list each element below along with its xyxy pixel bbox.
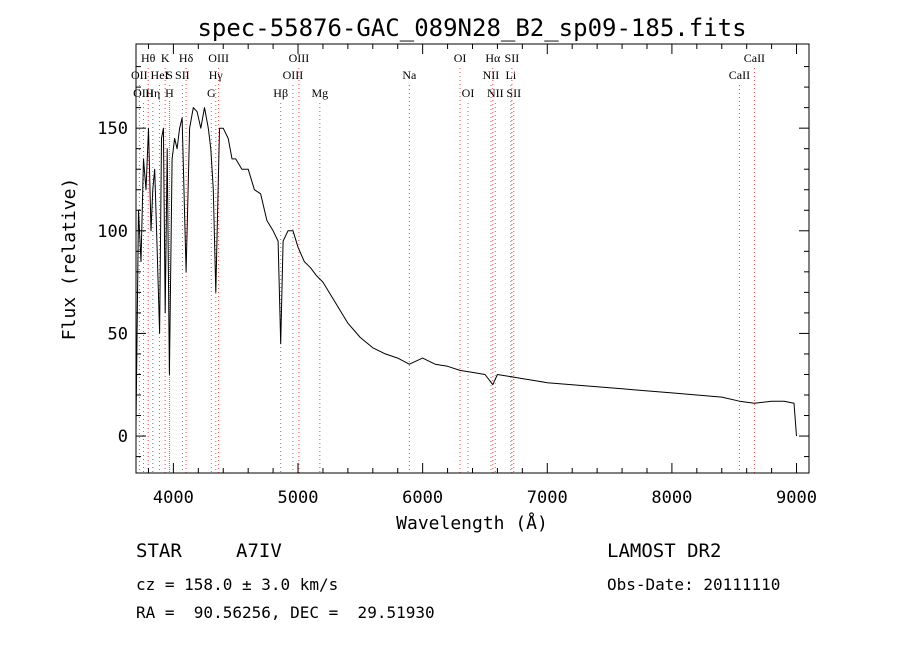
spectral-line-label: Hβ — [273, 86, 288, 100]
y-axis-label: Flux (relative) — [59, 178, 80, 341]
spectral-line-label: Hδ — [179, 51, 194, 65]
spectral-line-label: OIII — [208, 51, 229, 65]
spectral-line-label: OIII — [133, 86, 154, 100]
survey-name: LAMOST DR2 — [607, 540, 722, 562]
spectrum-line — [135, 107, 797, 437]
spectral-line-label: CaII — [729, 68, 750, 82]
spectral-line-label: CaII — [744, 51, 765, 65]
y-tick-label: 0 — [118, 427, 128, 447]
spectral-line-label: Na — [402, 68, 417, 82]
spectral-line-label: SII — [506, 86, 521, 100]
y-tick-label: 50 — [108, 324, 128, 344]
x-axis-ticks: 4000 5000 6000 7000 8000 9000 — [147, 44, 817, 508]
object-type: STAR — [136, 540, 182, 562]
x-tick-label: 9000 — [776, 488, 817, 508]
observation-date: Obs-Date: 20111110 — [607, 575, 781, 594]
y-axis-ticks: 0 50 100 150 — [97, 66, 809, 458]
spectral-line-label: Li — [506, 68, 517, 82]
sky-coordinates: RA = 90.56256, DEC = 29.51930 — [136, 603, 435, 622]
x-tick-label: 4000 — [153, 488, 194, 508]
spectral-line-label: OIII — [283, 68, 304, 82]
spectral-line-label: OII — [131, 68, 148, 82]
spectral-line-markers — [138, 68, 755, 473]
redshift-velocity: cz = 158.0 ± 3.0 km/s — [136, 575, 339, 594]
spectral-line-label: SII — [175, 68, 190, 82]
spectral-line-label: Mg — [311, 86, 328, 100]
y-tick-label: 100 — [97, 222, 128, 242]
x-tick-label: 6000 — [402, 488, 443, 508]
spectral-line-label: OI — [462, 86, 475, 100]
spectral-line-label: NII — [483, 68, 500, 82]
spectral-line-label: S — [166, 68, 173, 82]
x-tick-label: 8000 — [651, 488, 692, 508]
spectral-line-label: SII — [505, 51, 520, 65]
spectral-line-label: K — [161, 51, 170, 65]
spectral-line-label: OIII — [289, 51, 310, 65]
y-tick-label: 150 — [97, 119, 128, 139]
spectral-line-label: H — [165, 86, 174, 100]
spectral-line-labels: Hθ OII OIII K HeI Hη SH Hδ SII OIII Hγ G OIII OIII Hβ M… — [131, 51, 765, 100]
chart-title: spec-55876-GAC_089N28_B2_sp09-185.fits — [197, 14, 746, 42]
x-tick-label: 5000 — [278, 488, 319, 508]
spectral-subclass: A7IV — [236, 540, 282, 562]
spectrum-series — [135, 107, 797, 437]
spectral-line-label: Hθ — [141, 51, 156, 65]
x-axis-label: Wavelength (Å) — [396, 512, 548, 534]
spectral-line-label: OI — [454, 51, 467, 65]
x-tick-label: 7000 — [527, 488, 568, 508]
spectral-line-label: HeI — [151, 68, 169, 82]
spectral-line-label: NII — [487, 86, 504, 100]
spectral-line-label: Hγ — [209, 68, 224, 82]
plot-frame — [135, 43, 810, 474]
spectral-line-label: Hα — [485, 51, 501, 65]
spectral-line-label: Hη — [145, 86, 160, 100]
spectral-line-label: G — [207, 86, 216, 100]
